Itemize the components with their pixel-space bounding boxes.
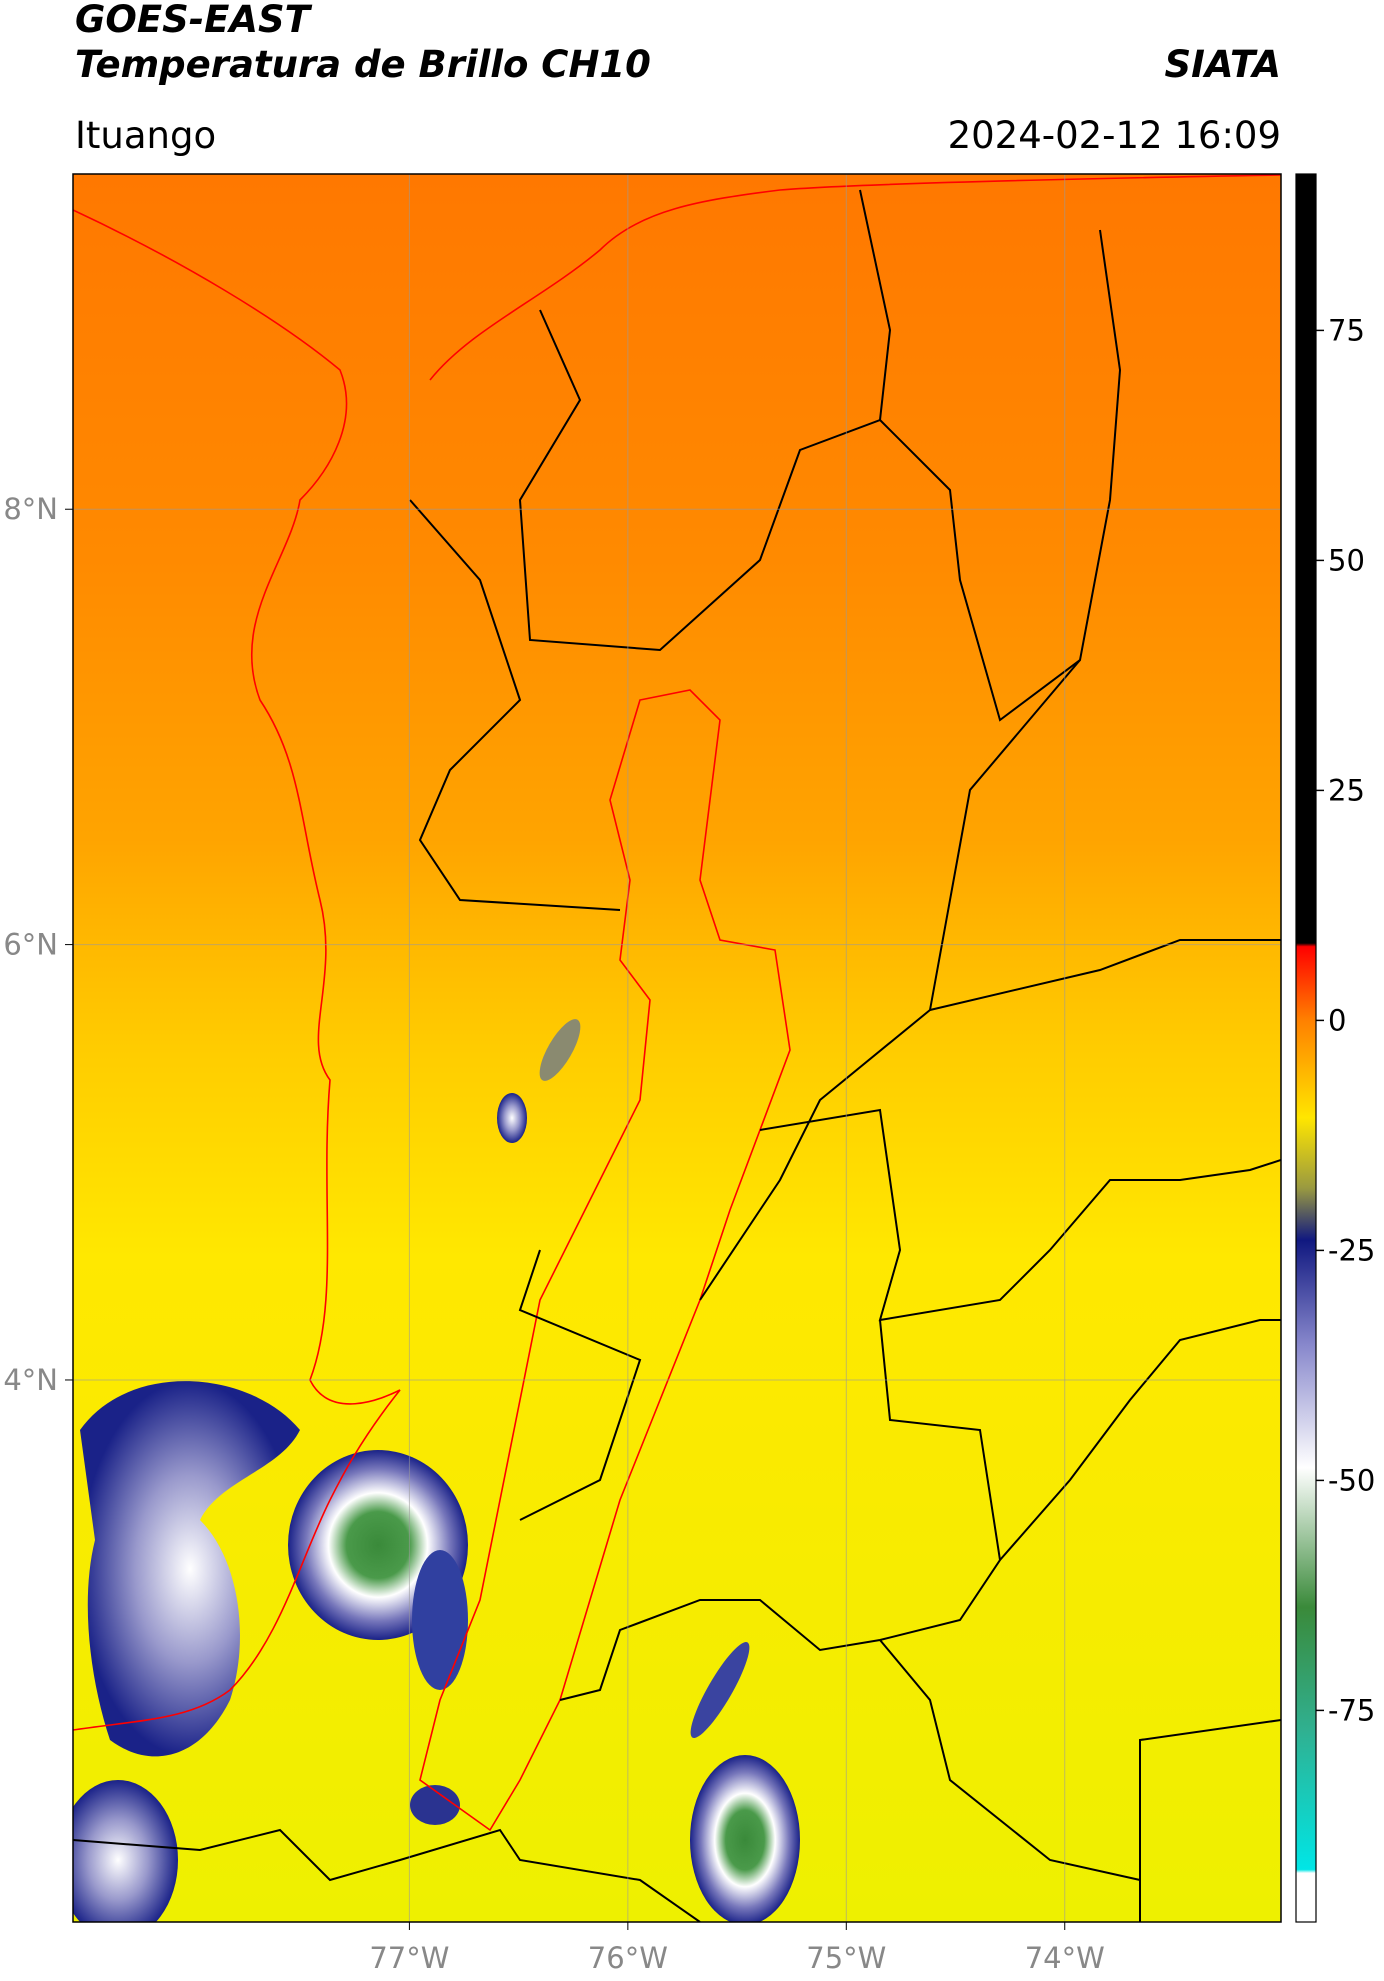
y-tick-label: 6°N [3, 928, 58, 962]
cloud [690, 1641, 750, 1739]
cloud [690, 1755, 800, 1922]
grid [73, 174, 1281, 1922]
x-tick-label: 77°W [369, 1941, 449, 1975]
colorbar [1295, 173, 1317, 1923]
colorbar-tick-label: 50 [1328, 543, 1365, 577]
admin-border [518, 189, 892, 652]
cloud [80, 1381, 300, 1757]
source: SIATA [1164, 43, 1281, 86]
cloud [73, 1780, 178, 1922]
admin-border [73, 1828, 701, 1922]
y-tick-label: 4°N [3, 1363, 58, 1397]
admin-border [999, 1319, 1281, 1561]
colorbar-tick-label: -75 [1328, 1693, 1375, 1727]
cloud [539, 1019, 581, 1081]
subtitle: Temperatura de Brillo CH10 [75, 43, 651, 86]
x-tick-label: 75°W [806, 1941, 886, 1975]
location: Ituango [75, 114, 216, 157]
colorbar-tick-label: 75 [1328, 313, 1365, 347]
basin-boundary [419, 689, 791, 1832]
admin-border [759, 1108, 1281, 1322]
y-tick-label: 8°N [3, 492, 58, 526]
cloud [497, 1093, 527, 1143]
colorbar-tick-label: 0 [1328, 1003, 1346, 1037]
colorbar-tick-label: -25 [1328, 1233, 1375, 1267]
admin-border [559, 1319, 1002, 1701]
cloud [410, 1785, 460, 1825]
admin-border [879, 229, 1122, 722]
title: GOES-EAST [75, 0, 313, 41]
admin-border [1139, 1719, 1281, 1922]
coastline [429, 174, 1281, 381]
temperature-field [73, 174, 1281, 1922]
admin-border [409, 499, 621, 911]
x-tick-label: 76°W [588, 1941, 668, 1975]
coastline [73, 209, 401, 1731]
x-tick-label: 74°W [1025, 1941, 1105, 1975]
admin-border [879, 1639, 1141, 1881]
colorbar-tick-label: -50 [1328, 1463, 1375, 1497]
datetime: 2024-02-12 16:09 [948, 114, 1281, 157]
map-image [73, 174, 1281, 1922]
admin-border [518, 1249, 642, 1521]
map-frame [72, 173, 1282, 1923]
cloud [412, 1550, 468, 1690]
admin-border [929, 939, 1281, 1011]
colorbar-tick-label: 25 [1328, 773, 1365, 807]
